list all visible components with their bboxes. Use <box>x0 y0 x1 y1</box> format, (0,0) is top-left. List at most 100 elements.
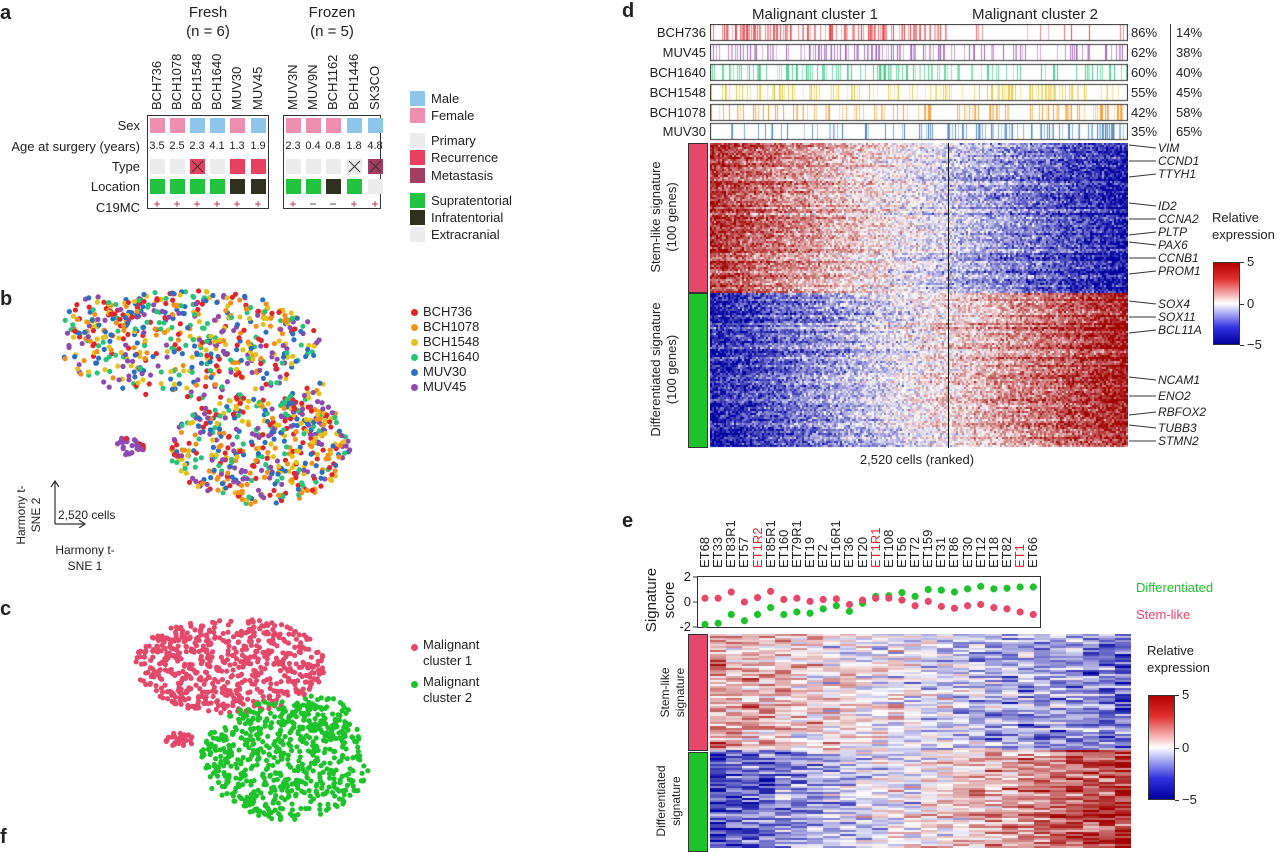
cell-point <box>267 685 273 692</box>
cell-point <box>258 669 264 676</box>
cell-point <box>119 435 125 441</box>
c19mc-value: − <box>329 197 337 211</box>
cell-point <box>332 718 339 725</box>
cell-point <box>152 289 158 296</box>
cell-point <box>193 478 199 484</box>
cell-point <box>211 467 217 473</box>
cell-point <box>319 781 326 787</box>
cell-point <box>264 370 270 377</box>
cell-point <box>132 326 138 332</box>
cell-point <box>203 374 209 381</box>
cell-point <box>235 639 241 646</box>
cell-point <box>234 630 240 637</box>
cell-point <box>309 669 315 676</box>
cell-point <box>178 429 185 436</box>
cell-point <box>274 776 280 783</box>
sample-label: ET85R1 <box>762 520 778 568</box>
cell-point <box>332 468 338 474</box>
cluster1-percent: 55% <box>1131 85 1158 100</box>
cell-point <box>222 351 228 357</box>
cell-point <box>115 363 121 369</box>
cell-point <box>271 436 277 442</box>
cell-point <box>318 705 324 711</box>
cell-point <box>274 458 281 464</box>
cluster2-header: Malignant cluster 2 <box>972 6 1098 23</box>
cell-point <box>129 443 135 449</box>
cell-point <box>276 719 282 725</box>
cell-point <box>315 412 321 418</box>
cell-point <box>233 426 240 432</box>
fresh-box <box>147 115 269 209</box>
legend-swatch <box>410 91 425 106</box>
cell-point <box>223 307 229 314</box>
cell-point <box>296 467 302 473</box>
cell-point <box>262 811 268 817</box>
cell-point <box>273 792 279 799</box>
cell-point <box>185 325 191 331</box>
cell-point <box>177 321 183 327</box>
cell-point <box>211 625 217 631</box>
cell-point <box>279 481 285 487</box>
cell-point <box>289 781 295 787</box>
cell-point <box>85 319 91 325</box>
cell-point <box>224 687 231 693</box>
cell-point <box>312 706 318 712</box>
cell-point <box>176 381 182 387</box>
cell-point <box>160 385 166 391</box>
cell-point <box>302 679 308 685</box>
cell-point <box>292 712 298 718</box>
gene-label: CCNA2 <box>1158 212 1199 226</box>
cell-point <box>314 456 320 462</box>
cell-point <box>255 487 262 493</box>
cell-point <box>277 805 283 811</box>
cell-point <box>199 405 205 411</box>
cell-point <box>159 659 165 665</box>
cell-point <box>245 339 251 345</box>
cell-point <box>298 646 304 652</box>
cell-point <box>300 702 307 708</box>
colorbar-tick: 5 <box>1182 687 1190 702</box>
cell-point <box>291 629 298 635</box>
cell-point <box>252 386 259 392</box>
cell-point <box>282 411 289 417</box>
cell-point <box>145 669 151 676</box>
cell-point <box>142 356 148 362</box>
cell-point <box>178 303 184 309</box>
cell-point <box>171 692 177 698</box>
cell-point <box>266 762 272 768</box>
cell-point <box>246 315 253 322</box>
cell-point <box>172 342 178 348</box>
cell-point <box>235 781 241 787</box>
cell-point <box>229 731 236 738</box>
differentiated-point <box>1003 584 1011 592</box>
cell-point <box>281 690 287 696</box>
cell-point <box>293 429 299 435</box>
stem-like-point <box>727 588 735 596</box>
cell-point <box>277 668 284 674</box>
legend-label: Female <box>431 108 475 123</box>
cell-point <box>62 317 68 323</box>
cell-point <box>122 314 128 321</box>
cell-point <box>333 735 339 742</box>
row-label: Sex <box>117 118 140 133</box>
sublabel: signature <box>669 776 683 826</box>
cell-point <box>172 734 178 740</box>
cell-point <box>298 420 304 426</box>
cell-point <box>95 343 102 349</box>
cell-point <box>134 308 140 315</box>
cell-point <box>205 674 212 680</box>
cell-point <box>257 626 263 632</box>
cell-point <box>278 738 284 744</box>
cell-point <box>240 476 246 482</box>
cell-point <box>263 766 270 772</box>
cell-point <box>158 369 164 375</box>
cell-point <box>135 380 141 386</box>
cell-point <box>244 476 250 482</box>
cell-point <box>151 302 157 308</box>
cell-point <box>183 688 190 694</box>
cell-point <box>94 360 100 366</box>
cell-point <box>303 781 309 787</box>
cell-point <box>245 690 251 696</box>
cell-point <box>172 654 179 661</box>
heatmap-xlabel: 2,520 cells (ranked) <box>859 452 975 467</box>
